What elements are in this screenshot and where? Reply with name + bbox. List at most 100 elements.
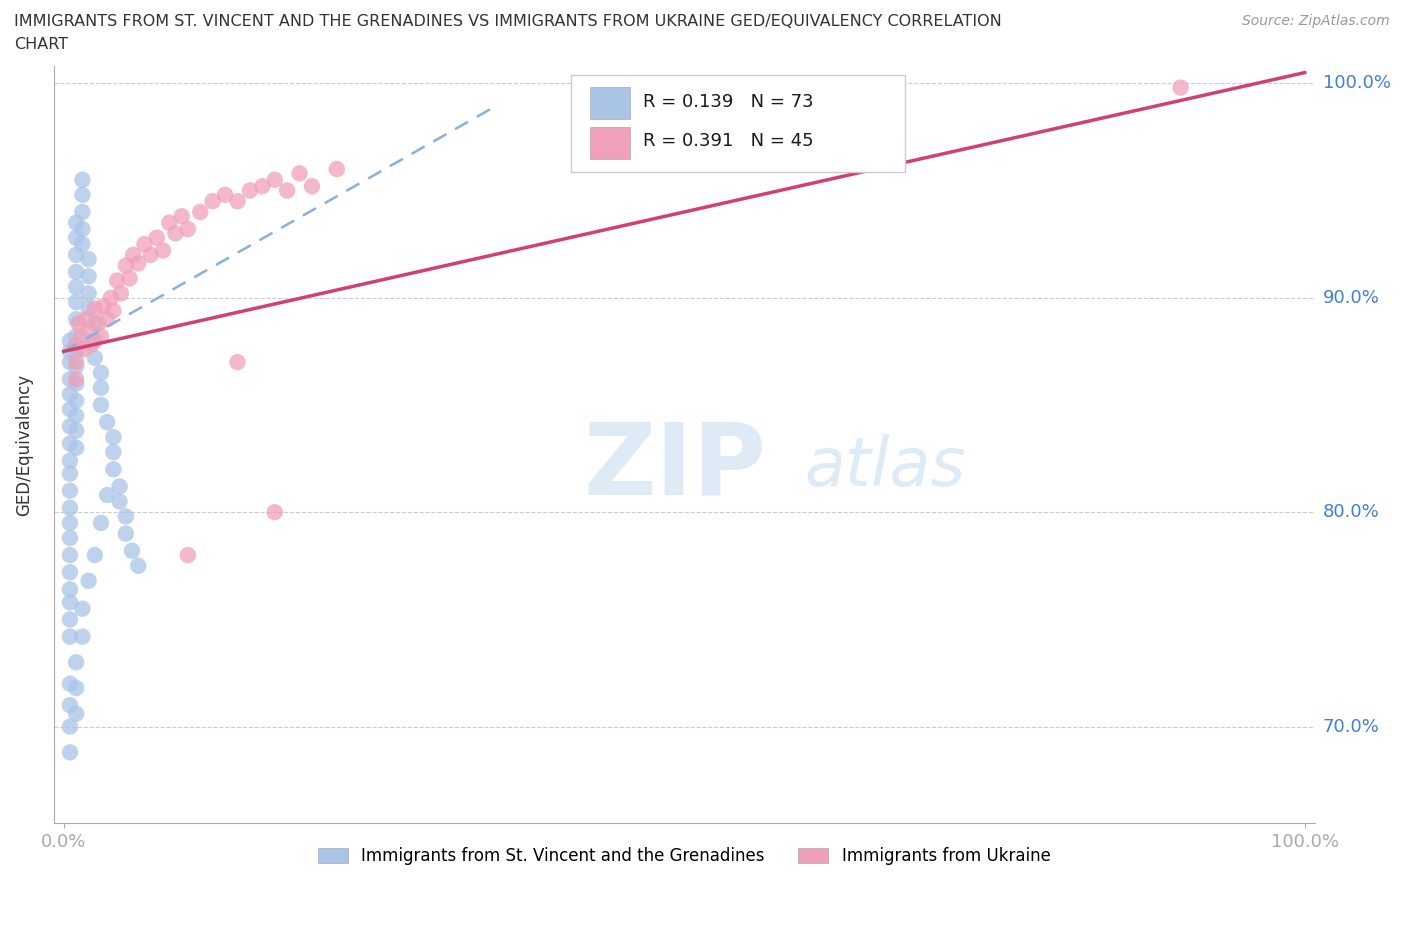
Point xyxy=(96,312,118,326)
Point xyxy=(59,548,82,563)
Point xyxy=(59,698,82,712)
Point xyxy=(134,237,156,252)
Point xyxy=(177,548,200,563)
Point xyxy=(122,247,145,262)
Point xyxy=(65,354,87,369)
Point xyxy=(72,237,94,252)
Point xyxy=(59,582,82,597)
Point xyxy=(65,408,87,423)
Point xyxy=(77,252,100,267)
Point xyxy=(93,299,115,313)
Point xyxy=(1170,80,1192,95)
Point xyxy=(65,264,87,279)
Point xyxy=(59,436,82,451)
Point xyxy=(226,193,249,208)
Point xyxy=(114,259,136,273)
Text: IMMIGRANTS FROM ST. VINCENT AND THE GRENADINES VS IMMIGRANTS FROM UKRAINE GED/EQ: IMMIGRANTS FROM ST. VINCENT AND THE GREN… xyxy=(14,14,1002,29)
Point xyxy=(90,329,112,344)
Point xyxy=(65,655,87,670)
Point xyxy=(59,500,82,515)
Point xyxy=(77,269,100,284)
Point xyxy=(59,745,82,760)
Point xyxy=(83,316,105,331)
Point xyxy=(83,301,105,316)
Point xyxy=(165,226,187,241)
Point xyxy=(77,301,100,316)
Point xyxy=(59,565,82,579)
Point xyxy=(108,479,131,494)
Point xyxy=(96,415,118,430)
Point xyxy=(96,487,118,502)
Point xyxy=(67,316,90,331)
Point xyxy=(65,329,87,344)
Bar xyxy=(589,126,630,158)
Point xyxy=(177,221,200,236)
Point xyxy=(59,466,82,481)
Point xyxy=(139,247,162,262)
Point xyxy=(65,359,87,374)
Point xyxy=(188,205,211,219)
Text: atlas: atlas xyxy=(804,434,965,500)
Point xyxy=(59,402,82,417)
Point xyxy=(90,380,112,395)
Point xyxy=(59,719,82,734)
Point xyxy=(65,372,87,387)
Point xyxy=(127,256,149,271)
Point xyxy=(65,344,87,359)
Text: R = 0.139   N = 73: R = 0.139 N = 73 xyxy=(643,93,813,111)
Point xyxy=(226,354,249,369)
Point xyxy=(157,215,180,230)
Point xyxy=(72,629,94,644)
Point xyxy=(65,681,87,696)
Point xyxy=(103,303,125,318)
Point xyxy=(326,162,349,177)
Point xyxy=(152,243,174,258)
Point xyxy=(170,209,193,224)
Text: 80.0%: 80.0% xyxy=(1323,503,1379,521)
Point xyxy=(65,338,87,352)
Point xyxy=(103,445,125,459)
Point xyxy=(59,372,82,387)
Point xyxy=(65,312,87,326)
Point xyxy=(263,172,285,187)
Point xyxy=(59,629,82,644)
Point xyxy=(83,351,105,365)
Point xyxy=(59,676,82,691)
Point xyxy=(59,484,82,498)
Point xyxy=(87,316,110,331)
Point xyxy=(108,494,131,509)
Point xyxy=(59,612,82,627)
Point xyxy=(301,179,323,193)
Point xyxy=(72,205,94,219)
Point xyxy=(263,505,285,520)
Point xyxy=(72,221,94,236)
Point xyxy=(72,187,94,202)
Point xyxy=(59,453,82,468)
Point xyxy=(72,341,94,356)
Y-axis label: GED/Equivalency: GED/Equivalency xyxy=(15,374,32,516)
Point xyxy=(121,543,143,558)
Point xyxy=(83,548,105,563)
Point xyxy=(59,387,82,402)
Point xyxy=(201,193,224,208)
Point xyxy=(83,333,105,348)
Point xyxy=(105,273,128,288)
Text: 90.0%: 90.0% xyxy=(1323,288,1379,307)
FancyBboxPatch shape xyxy=(571,75,905,172)
Text: CHART: CHART xyxy=(14,37,67,52)
Point xyxy=(252,179,274,193)
Point xyxy=(110,286,132,301)
Point xyxy=(239,183,262,198)
Point xyxy=(65,423,87,438)
Text: 100.0%: 100.0% xyxy=(1323,74,1391,92)
Point xyxy=(77,323,100,338)
Point xyxy=(65,247,87,262)
Point xyxy=(214,187,236,202)
Point xyxy=(118,271,141,286)
Point xyxy=(75,312,97,326)
Point xyxy=(80,338,103,352)
Point xyxy=(65,441,87,456)
Point xyxy=(77,574,100,589)
Point xyxy=(288,166,311,180)
Point xyxy=(100,290,122,305)
